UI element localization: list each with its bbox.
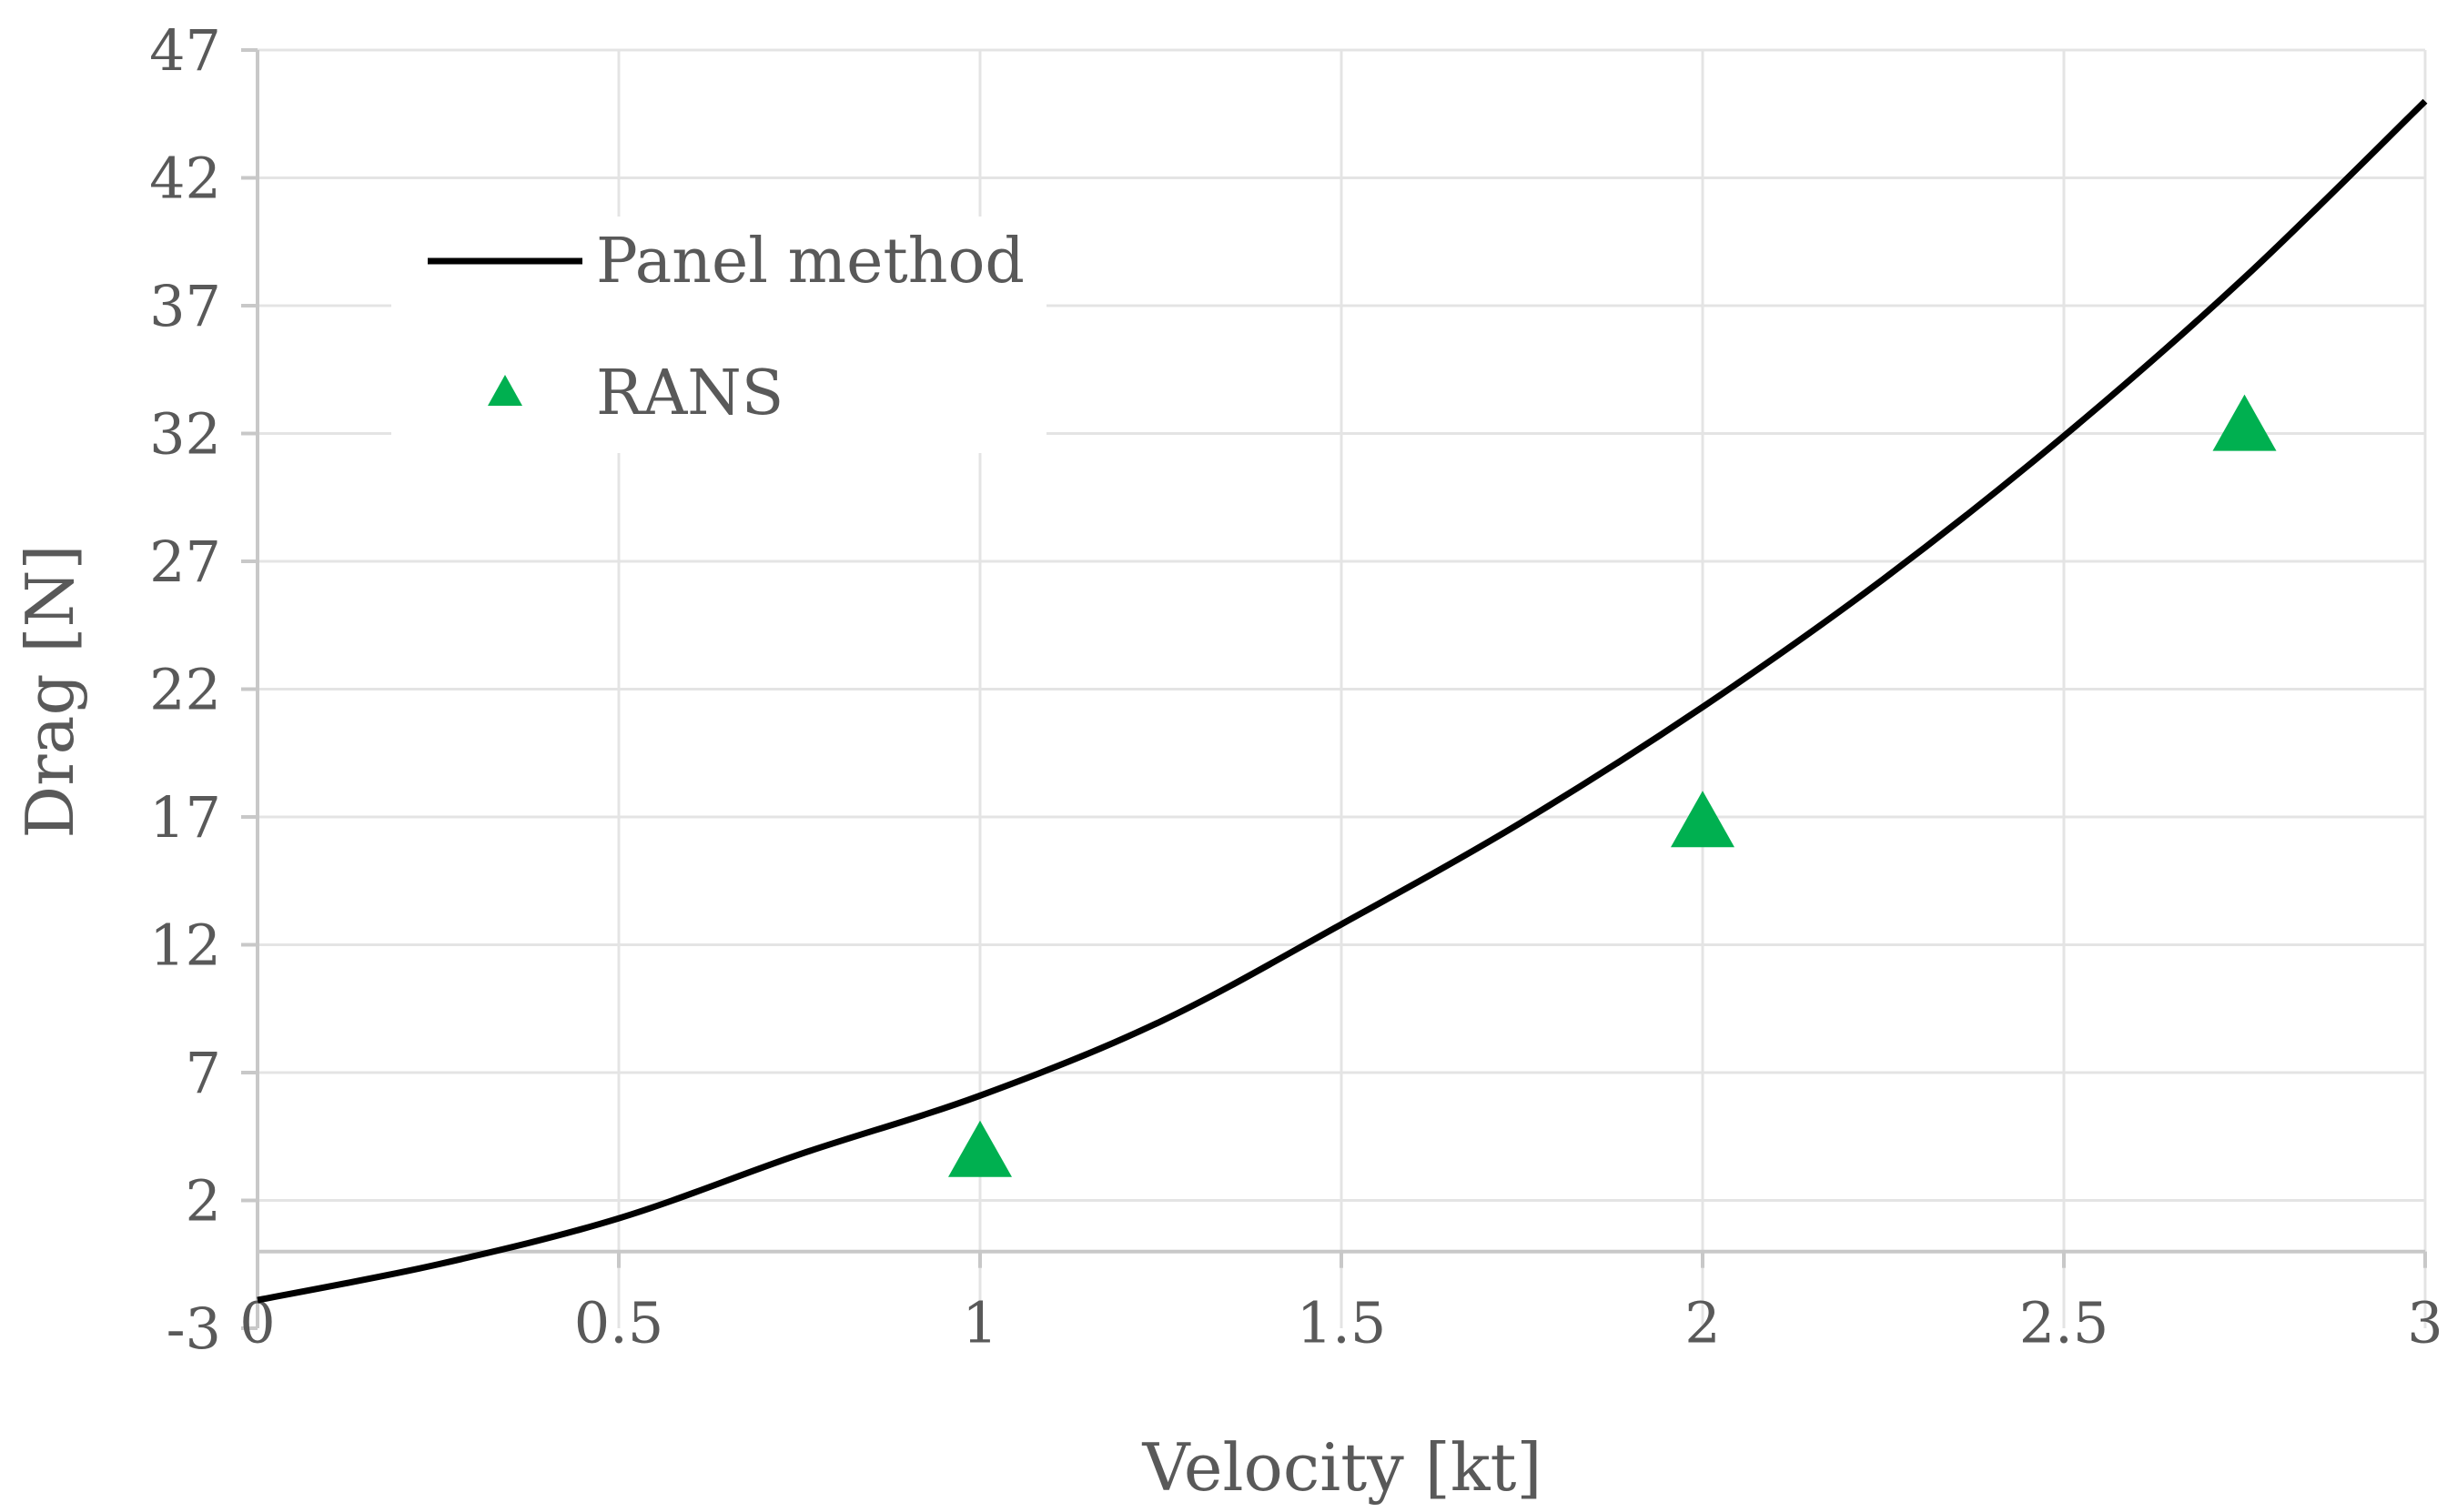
y-tick-label: 47 bbox=[149, 17, 221, 84]
y-tick-label: 32 bbox=[149, 401, 221, 468]
y-tick-label: 2 bbox=[186, 1168, 221, 1235]
y-tick-label: 7 bbox=[186, 1040, 221, 1106]
legend-background bbox=[391, 217, 1046, 453]
rans-marker bbox=[948, 1120, 1012, 1177]
y-tick-label: 17 bbox=[149, 784, 221, 851]
panel-method-line bbox=[257, 98, 2428, 1304]
x-tick-label: 2 bbox=[1684, 1290, 1720, 1356]
x-tick-labels: 0 0.5 1 1.5 2 2.5 3 bbox=[239, 1290, 2442, 1356]
axes bbox=[241, 48, 2427, 1330]
legend-rans-marker bbox=[488, 375, 522, 406]
y-tick-label: 12 bbox=[149, 912, 221, 979]
y-tick-label: 42 bbox=[149, 146, 221, 212]
series bbox=[257, 98, 2428, 1304]
y-tick-label: 27 bbox=[149, 529, 221, 595]
x-tick-label: 0.5 bbox=[574, 1290, 664, 1356]
legend-panel-method-label: Panel method bbox=[596, 226, 1025, 297]
rans-marker bbox=[1671, 791, 1734, 848]
x-tick-label: 3 bbox=[2407, 1290, 2442, 1356]
x-tick-label: 2.5 bbox=[2019, 1290, 2109, 1356]
y-axis-title: Drag [N] bbox=[12, 544, 88, 838]
legend-rans-label: RANS bbox=[596, 358, 784, 429]
x-tick-label: 1 bbox=[962, 1290, 997, 1356]
x-axis-title: Velocity [kt] bbox=[1142, 1429, 1542, 1506]
y-tick-label: -3 bbox=[167, 1295, 221, 1362]
y-tick-label: 22 bbox=[149, 657, 221, 723]
x-tick-label: 1.5 bbox=[1297, 1290, 1387, 1356]
y-tick-label: 37 bbox=[149, 273, 221, 339]
legend: Panel method RANS bbox=[391, 217, 1046, 453]
rans-marker bbox=[2212, 394, 2277, 451]
